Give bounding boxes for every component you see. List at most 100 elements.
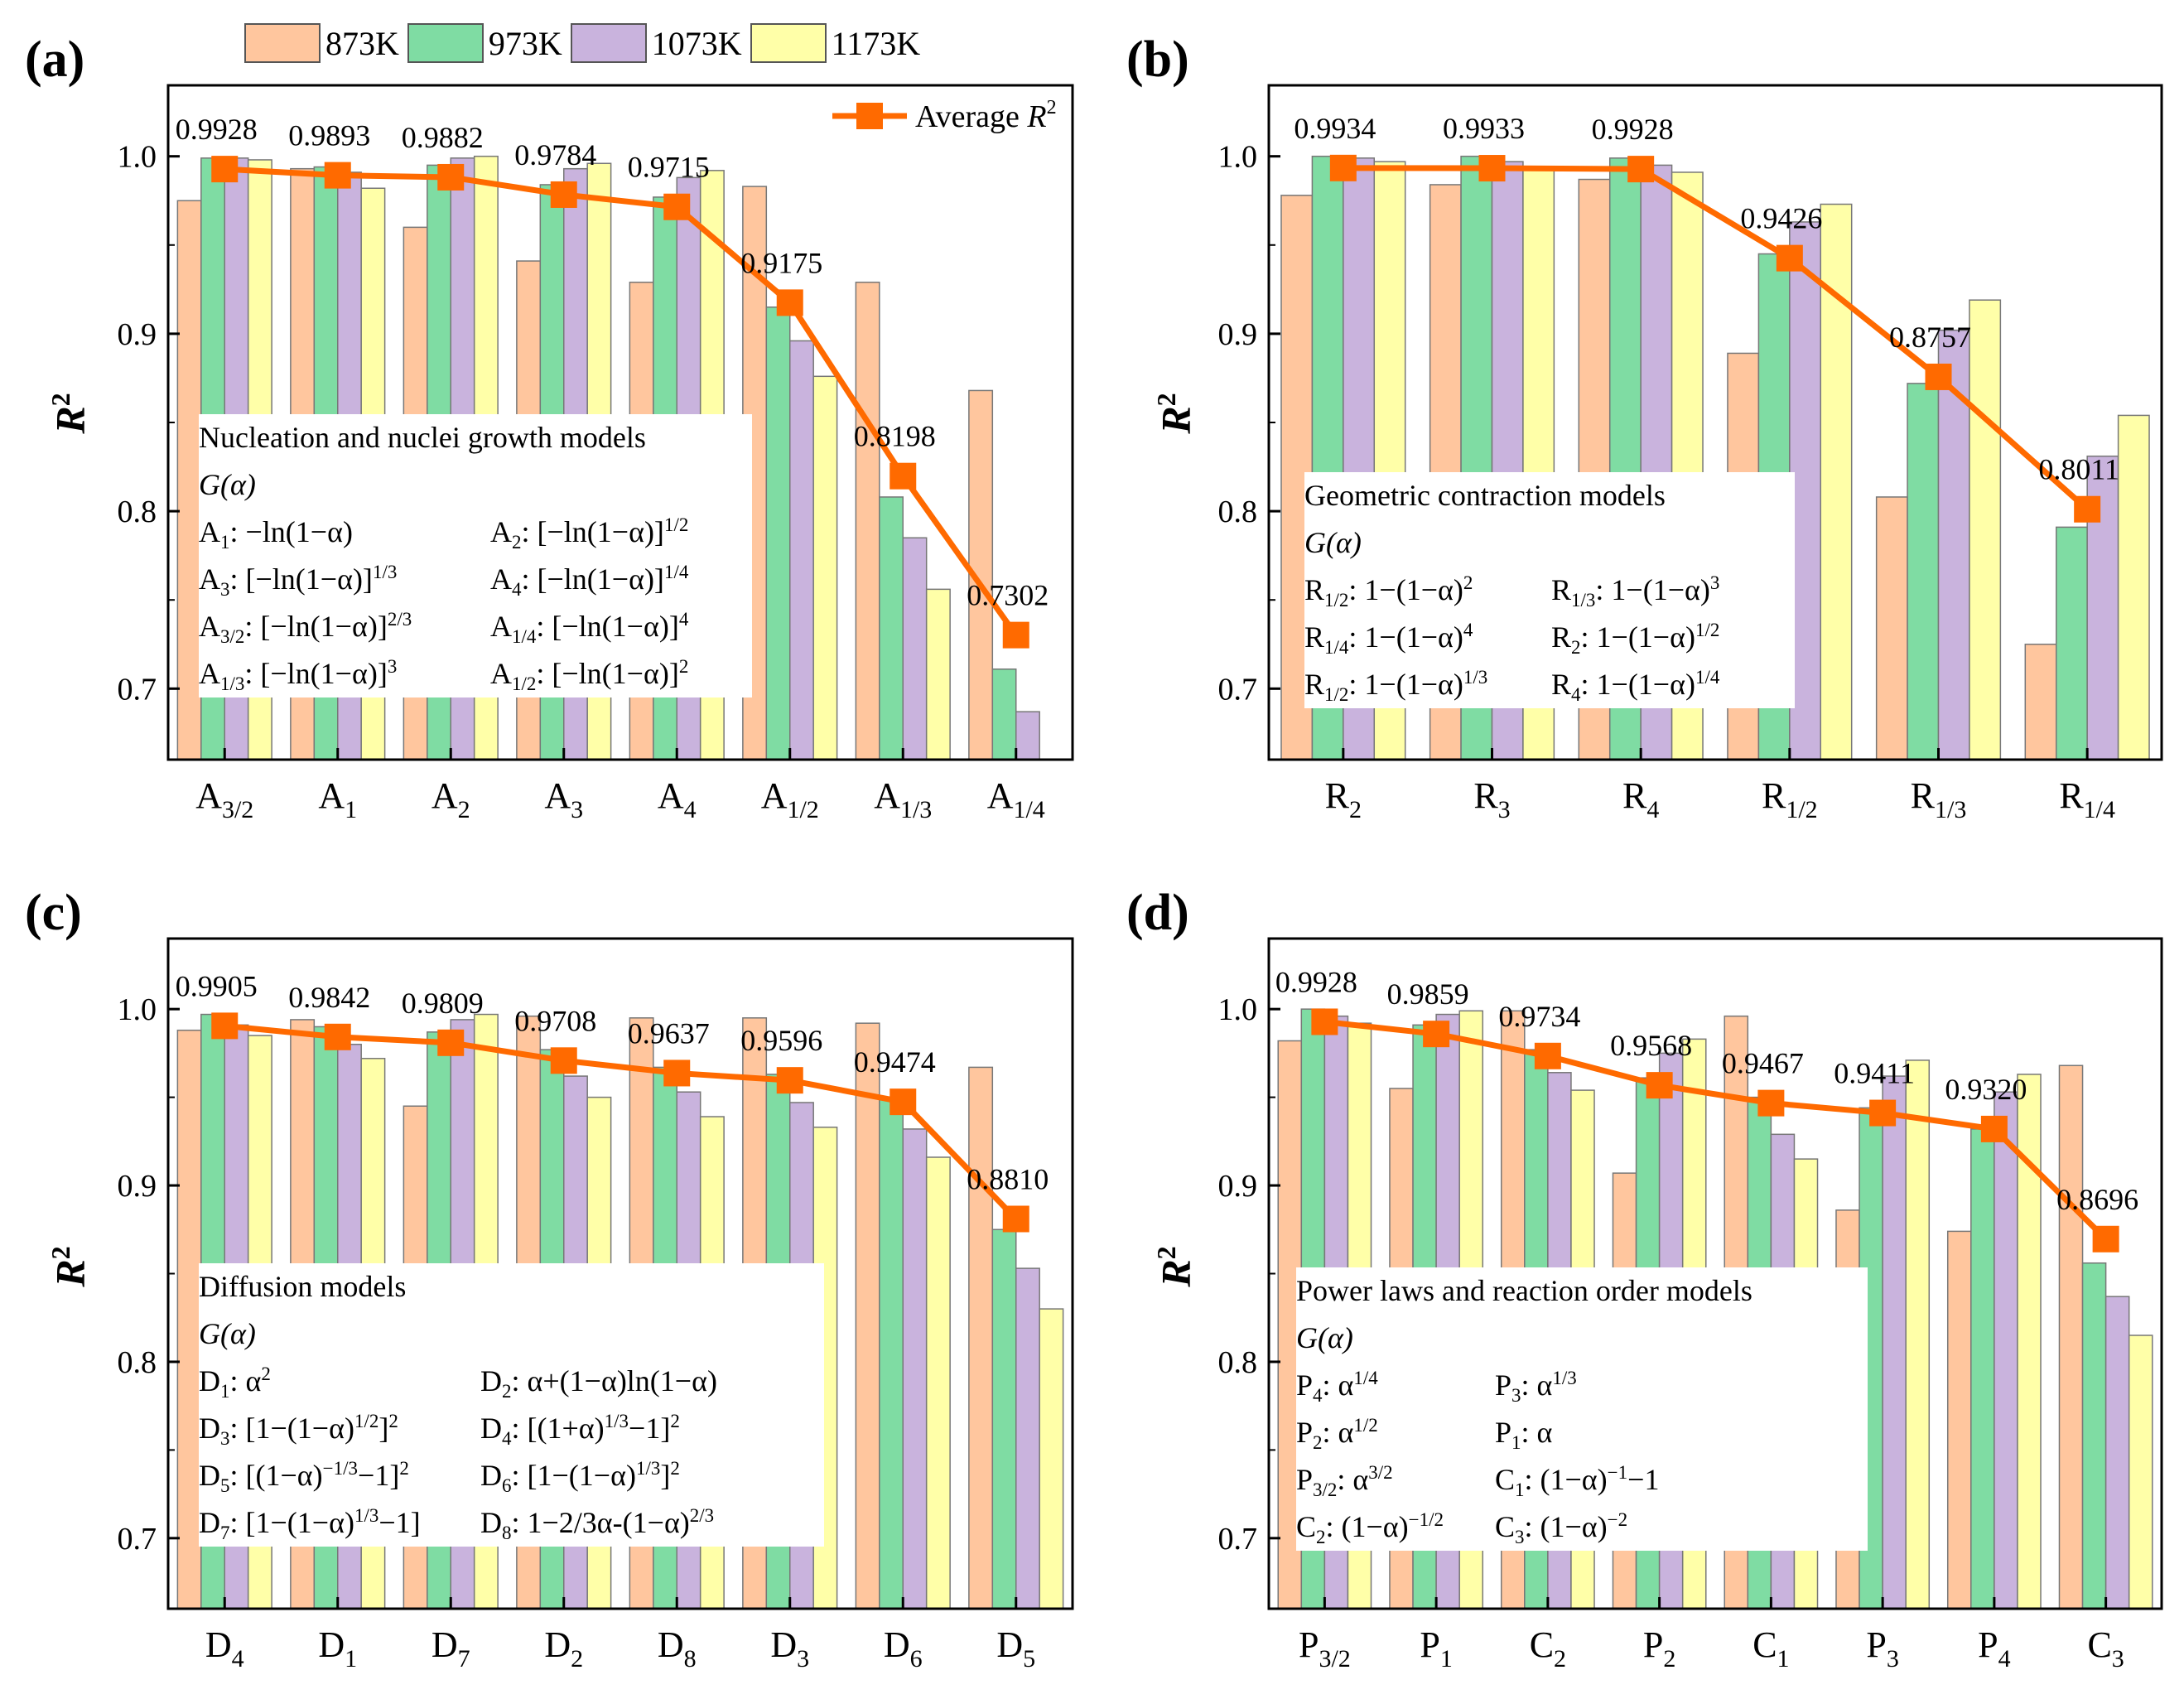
- y-tick-label: 1.0: [1218, 992, 1258, 1027]
- bar-873k-5: [2024, 644, 2057, 760]
- x-tick-label: P3/2: [1299, 1624, 1351, 1672]
- model-formula: R1/3: 1−(1−α)3: [1551, 572, 1720, 611]
- legend-item-973k: 973K: [407, 23, 562, 63]
- average-marker-1: [324, 162, 351, 189]
- models-row: D1: α2 D2: α+(1−α)ln(1−α): [199, 1358, 824, 1405]
- y-tick-label: 1.0: [118, 140, 157, 175]
- average-value-label: 0.8198: [854, 420, 936, 453]
- average-value-label: 0.8810: [967, 1163, 1049, 1196]
- average-value-label: 0.9734: [1498, 1000, 1580, 1033]
- average-marker-3: [1646, 1072, 1673, 1099]
- bar-973k-7: [991, 668, 1017, 760]
- y-tick-label: 0.7: [118, 672, 157, 707]
- average-value-label: 0.9809: [402, 987, 484, 1020]
- average-marker-6: [1980, 1115, 2008, 1142]
- average-marker-2: [437, 163, 465, 191]
- g-alpha-label: G(α): [199, 1317, 256, 1350]
- average-marker-5: [1869, 1099, 1897, 1127]
- average-value-label: 0.9467: [1722, 1047, 1804, 1080]
- model-formula: A1/3: [−ln(1−α)]3: [199, 656, 398, 695]
- models-box-c: Diffusion models G(α) D1: α2 D2: α+(1−α)ln(…: [199, 1263, 824, 1547]
- average-legend-marker: [856, 103, 883, 129]
- models-box-a: Nucleation and nuclei growth models G(α) A…: [199, 414, 752, 697]
- x-tick-label: D8: [658, 1624, 697, 1672]
- models-row: A3: [−ln(1−α)]1/3 A4: [−ln(1−α)]1/4: [199, 556, 752, 603]
- average-line: [224, 1022, 1019, 1221]
- model-formula: A1/2: [−ln(1−α)]2: [490, 656, 689, 695]
- model-formula: A3: [−ln(1−α)]1/3: [199, 562, 398, 601]
- x-tick-label: D5: [996, 1624, 1035, 1672]
- average-marker-5: [776, 1067, 803, 1094]
- y-tick-label: 1.0: [118, 992, 157, 1027]
- average-line: [1323, 1019, 2109, 1242]
- average-value-label: 0.9893: [288, 119, 370, 152]
- average-line: [1343, 165, 2090, 512]
- average-marker-0: [211, 1012, 239, 1040]
- models-title: Power laws and reaction order models: [1296, 1274, 1753, 1307]
- y-axis-label-c: R2: [46, 1246, 94, 1287]
- models-row: D5: [(1−α)−1/3−1]2 D6: [1−(1−α)1/3]2: [199, 1452, 824, 1499]
- x-tick-label: R1/2: [1762, 775, 1818, 823]
- model-formula: D4: [(1+α)1/3−1]2: [480, 1411, 680, 1450]
- model-formula: D8: 1−2/3α-(1−α)2/3: [480, 1505, 715, 1544]
- bar-1173k-6: [925, 1156, 951, 1610]
- legend-item-873k: 873K: [244, 23, 399, 63]
- average-value-label: 0.9320: [1945, 1073, 2027, 1106]
- panel-label: (a): [25, 31, 84, 88]
- average-value-label: 0.9411: [1834, 1057, 1915, 1090]
- bar-973k-5: [2055, 526, 2088, 760]
- x-tick-label: D3: [770, 1624, 809, 1672]
- y-axis-label-a: R2: [46, 393, 94, 434]
- legend-item-1073k: 1073K: [570, 23, 742, 63]
- model-formula: P4: α1/4: [1296, 1368, 1378, 1407]
- model-formula: A4: [−ln(1−α)]1/4: [490, 562, 689, 601]
- legend-swatch-1073k: [570, 23, 647, 63]
- model-formula: R2: 1−(1−α)1/2: [1551, 620, 1720, 659]
- average-value-label: 0.9175: [740, 246, 822, 279]
- bar-1173k-6: [925, 588, 951, 760]
- panel-label: (d): [1126, 885, 1189, 941]
- average-marker-4: [663, 1059, 691, 1087]
- average-value-label: 0.9568: [1610, 1029, 1692, 1062]
- average-marker-7: [1002, 1205, 1029, 1233]
- average-marker-6: [890, 462, 917, 490]
- bar-873k-7: [2058, 1064, 2084, 1610]
- model-formula: P3: α1/3: [1495, 1368, 1577, 1407]
- models-box-b: Geometric contraction models G(α) R1/2: 1−…: [1304, 472, 1795, 708]
- x-tick-label: A1/4: [987, 775, 1045, 823]
- bar-873k-6: [855, 1022, 880, 1610]
- x-tick-label: C3: [2087, 1624, 2124, 1672]
- bar-973k-6: [1970, 1128, 1995, 1610]
- y-tick-label: 0.9: [118, 317, 157, 352]
- average-value-label: 0.9859: [1387, 977, 1469, 1011]
- bar-1173k-4: [1969, 299, 2002, 760]
- legend-swatch-1173k: [750, 23, 827, 63]
- models-row: P4: α1/4 P3: α1/3: [1296, 1362, 1868, 1409]
- x-tick-label: R1/3: [1911, 775, 1967, 823]
- model-formula: R1/2: 1−(1−α)1/3: [1304, 667, 1488, 706]
- model-formula: D6: [1−(1−α)1/3]2: [480, 1458, 680, 1497]
- average-value-label: 0.9882: [402, 121, 484, 154]
- average-marker-4: [663, 193, 691, 220]
- y-tick-label: 0.8: [1218, 495, 1258, 529]
- bar-1073k-5: [789, 340, 814, 760]
- x-tick-label: R1/4: [2059, 775, 2115, 823]
- legend-label-1173k: 1173K: [831, 24, 921, 62]
- average-value-label: 0.9637: [628, 1016, 710, 1050]
- x-tick-label: D1: [318, 1624, 357, 1672]
- models-row: A1: −ln(1−α) A2: [−ln(1−α)]1/2: [199, 509, 752, 556]
- average-value-label: 0.9842: [288, 981, 370, 1014]
- average-marker-3: [550, 181, 577, 208]
- models-title: Nucleation and nuclei growth models: [199, 421, 646, 454]
- model-formula: D7: [1−(1−α)1/3−1]: [199, 1505, 421, 1544]
- bar-973k-4: [1907, 383, 1940, 760]
- average-line: [224, 166, 1019, 637]
- x-tick-label: A3/2: [195, 775, 253, 823]
- average-value-label: 0.9928: [1592, 113, 1674, 146]
- average-value-label: 0.9784: [514, 138, 596, 171]
- average-value-label: 0.8696: [2056, 1183, 2138, 1216]
- models-title: Geometric contraction models: [1304, 479, 1666, 512]
- y-axis-label-b: R2: [1151, 393, 1199, 434]
- bar-1173k-5: [812, 375, 838, 760]
- average-value-label: 0.9715: [628, 151, 710, 184]
